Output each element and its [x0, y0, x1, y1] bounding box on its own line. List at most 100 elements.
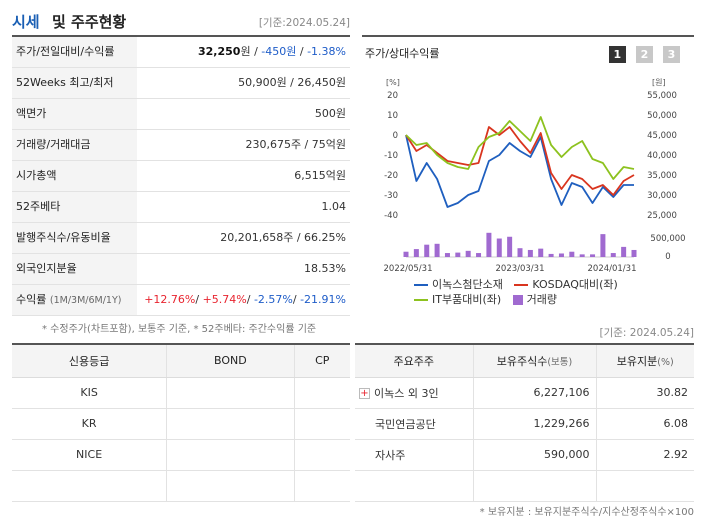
- left-axis-unit: [%]: [386, 78, 400, 87]
- return-1m: +12.76%: [144, 293, 196, 306]
- shares-value: 20,201,658주 / 66.25%: [220, 231, 346, 244]
- foreign-value: 18.53%: [304, 262, 346, 275]
- row-beta: 52주베타 1.04: [12, 192, 350, 223]
- volume-bar: [476, 253, 482, 257]
- credit-agency: NICE: [12, 439, 167, 471]
- price-number: 32,250: [198, 45, 241, 58]
- left-tick-label: -20: [384, 171, 398, 181]
- chart-title: 주가/상대수익률: [365, 47, 440, 60]
- volume-bar: [600, 234, 606, 257]
- volume-value: 230,675주 / 75억원: [245, 138, 346, 151]
- holder-ratio: 2.92: [595, 439, 694, 471]
- return-6m: -2.57%: [253, 293, 293, 306]
- left-tick-label: 20: [387, 91, 398, 101]
- row-shares: 발행주식수/유동비율 20,201,658주 / 66.25%: [12, 223, 350, 254]
- chart-tab-1[interactable]: 1: [608, 46, 626, 63]
- holders-header-shares: 보유주식수(보통): [472, 345, 596, 378]
- price-value: 32,250원 / -450원 / -1.38%: [198, 45, 346, 58]
- credit-bond: [166, 377, 294, 409]
- shares-label: 발행주식수/유동비율: [12, 223, 137, 253]
- table-row: KR: [12, 408, 350, 440]
- volume-bar: [610, 253, 616, 257]
- right-tick-label: 25,000: [647, 211, 677, 221]
- holder-ratio: 6.08: [595, 408, 694, 440]
- quote-footnote: * 수정주가(차트포함), 보통주 기준, * 52주베타: 주간수익률 기준: [42, 324, 317, 335]
- table-row: [355, 470, 694, 502]
- holders-header-shares-unit: (보통): [547, 356, 573, 368]
- volume-label: 거래량/거래대금: [12, 130, 137, 160]
- credit-cp: [293, 408, 350, 440]
- volume-bar: [444, 253, 450, 257]
- row-price: 주가/전일대비/수익률 32,250원 / -450원 / -1.38%: [12, 37, 350, 68]
- mktcap-label: 시가총액: [12, 161, 137, 191]
- returns-label-main: 수익률: [16, 293, 47, 306]
- volume-bar: [465, 250, 471, 257]
- right-tick-label: 45,000: [647, 131, 677, 141]
- price-label: 주가/전일대비/수익률: [12, 37, 137, 67]
- chart-tab-2[interactable]: 2: [635, 46, 653, 63]
- header-date: [기준:2024.05.24]: [258, 17, 350, 29]
- x-tick-label: 2022/05/31: [384, 264, 433, 274]
- volume-bar: [507, 236, 513, 257]
- chart-tab-3[interactable]: 3: [663, 46, 680, 63]
- credit-header-bond: BOND: [166, 345, 294, 378]
- volume-bar: [403, 251, 409, 257]
- credit-header-cp: CP: [293, 345, 350, 378]
- return-3m: +5.74%: [202, 293, 247, 306]
- x-tick-label: 2024/01/31: [588, 264, 637, 274]
- credit-header-agency: 신용등급: [12, 345, 167, 378]
- left-tick-label: 0: [393, 131, 398, 141]
- right-tick-label: 50,000: [647, 111, 677, 121]
- row-returns: 수익률 (1M/3M/6M/1Y) +12.76%/ +5.74%/ -2.57…: [12, 285, 350, 316]
- left-tick-label: -40: [384, 211, 398, 221]
- returns-value: +12.76%/ +5.74%/ -2.57%/ -21.91%: [144, 293, 346, 306]
- holder-name[interactable]: + 이녹스 외 3인: [355, 377, 473, 409]
- holder-name: [355, 470, 473, 502]
- holder-ratio: 30.82: [595, 377, 694, 409]
- table-row: 국민연금공단 1,229,266 6.08: [355, 408, 694, 440]
- legend-item-volume: 거래량: [512, 292, 557, 307]
- left-tick-label: -30: [384, 191, 398, 201]
- par-label: 액면가: [12, 99, 137, 129]
- return-1y: -21.91%: [300, 293, 346, 306]
- volume-bar: [558, 253, 564, 257]
- credit-bond: [166, 439, 294, 471]
- table-row: [12, 470, 350, 502]
- volume-bar: [496, 238, 502, 257]
- chart-panel: [%] [원] 20 10 0 -10 -20 -30 -40 55,000 50,000 45,00…: [362, 35, 694, 313]
- mktcap-value: 6,515억원: [294, 169, 346, 182]
- row-52weeks: 52Weeks 최고/최저 50,900원 / 26,450원: [12, 68, 350, 99]
- expand-plus-icon[interactable]: +: [359, 388, 370, 399]
- volume-bar: [517, 248, 523, 257]
- holders-footnote: * 보유지분 : 보유지분주식수/지수산정주식수×100: [479, 507, 694, 518]
- holders-header-ratio-label: 보유지분: [616, 354, 658, 368]
- credit-bond: [166, 408, 294, 440]
- volume-bar: [455, 252, 461, 257]
- right-tick-label: 30,000: [647, 191, 677, 201]
- holder-name: 국민연금공단: [355, 408, 473, 440]
- volume-tick-label: 500,000: [650, 234, 685, 244]
- credit-agency: [12, 470, 167, 502]
- chart-legend: 이녹스첨단소재 KOSDAQ대비(좌) IT부품대비(좌) 거래량: [414, 277, 674, 307]
- series-line-1: [405, 126, 635, 196]
- table-row: 자사주 590,000 2.92: [355, 439, 694, 471]
- beta-value: 1.04: [321, 200, 347, 213]
- volume-bar: [569, 251, 575, 257]
- credit-header-row: 신용등급 BOND CP: [12, 345, 350, 378]
- price-rate: -1.38%: [307, 45, 346, 58]
- holder-name-text: 이녹스 외 3인: [374, 386, 439, 400]
- right-tick-label: 40,000: [647, 151, 677, 161]
- returns-label: 수익률 (1M/3M/6M/1Y): [12, 285, 137, 315]
- volume-bar: [424, 244, 430, 257]
- legend-item-kosdaq: KOSDAQ대비(좌): [514, 277, 618, 292]
- holder-shares: 6,227,106: [472, 377, 596, 409]
- volume-bar: [579, 254, 585, 257]
- holder-name: 자사주: [355, 439, 473, 471]
- legend-label-it: IT부품대비(좌): [432, 293, 502, 306]
- table-row: NICE: [12, 439, 350, 471]
- series-line-0: [405, 134, 634, 208]
- volume-bar: [538, 248, 544, 257]
- volume-bar: [631, 249, 637, 257]
- legend-item-stock: 이녹스첨단소재: [414, 277, 503, 292]
- legend-label-kosdaq: KOSDAQ대비(좌): [532, 278, 618, 291]
